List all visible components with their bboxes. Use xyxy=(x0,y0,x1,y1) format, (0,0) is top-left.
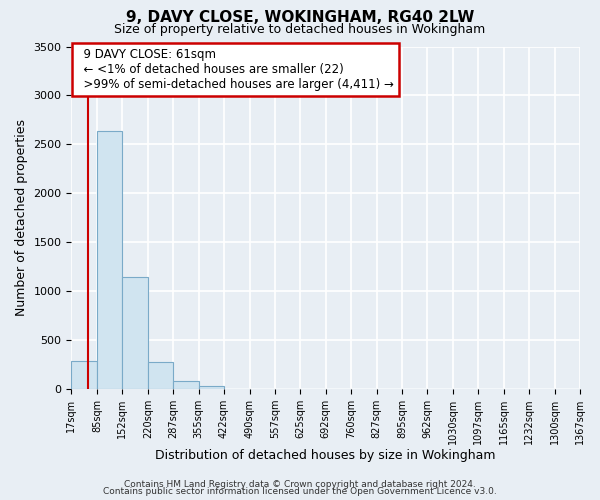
Text: Contains HM Land Registry data © Crown copyright and database right 2024.: Contains HM Land Registry data © Crown c… xyxy=(124,480,476,489)
Bar xyxy=(173,381,199,388)
Bar xyxy=(71,362,97,388)
Bar xyxy=(97,130,122,388)
Bar xyxy=(199,386,224,388)
Text: 9 DAVY CLOSE: 61sqm
  ← <1% of detached houses are smaller (22)
  >99% of semi-d: 9 DAVY CLOSE: 61sqm ← <1% of detached ho… xyxy=(76,48,394,91)
Text: Size of property relative to detached houses in Wokingham: Size of property relative to detached ho… xyxy=(115,22,485,36)
X-axis label: Distribution of detached houses by size in Wokingham: Distribution of detached houses by size … xyxy=(155,450,496,462)
Bar xyxy=(148,362,173,388)
Bar xyxy=(122,278,148,388)
Text: 9, DAVY CLOSE, WOKINGHAM, RG40 2LW: 9, DAVY CLOSE, WOKINGHAM, RG40 2LW xyxy=(126,10,474,25)
Y-axis label: Number of detached properties: Number of detached properties xyxy=(15,119,28,316)
Text: Contains public sector information licensed under the Open Government Licence v3: Contains public sector information licen… xyxy=(103,487,497,496)
